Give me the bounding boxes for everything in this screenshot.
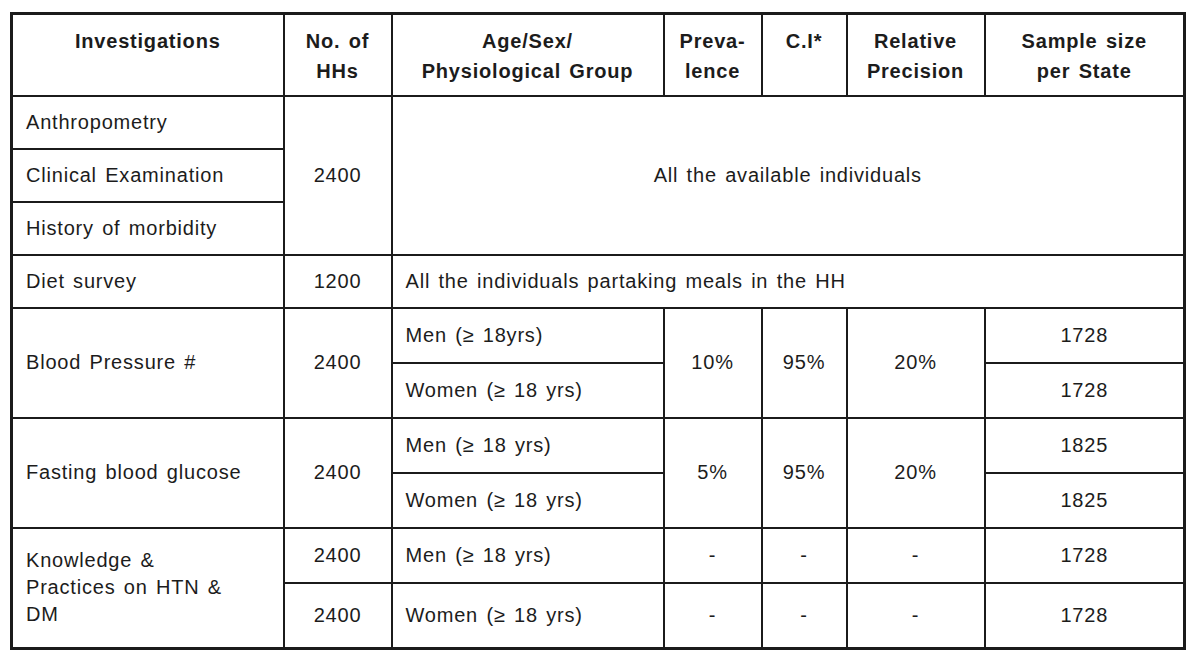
cell-group-fbg-men: Men (≥ 18 yrs) <box>392 418 664 473</box>
cell-sample-kp-men: 1728 <box>985 528 1185 583</box>
row-fasting-blood-glucose-men: Fasting blood glucose 2400 Men (≥ 18 yrs… <box>12 418 1185 473</box>
cell-investigation-anthropometry: Anthropometry <box>12 96 284 149</box>
cell-ci-kp-men: - <box>762 528 847 583</box>
cell-sample-fbg-men: 1825 <box>985 418 1185 473</box>
cell-relative-precision-fbg: 20% <box>847 418 985 528</box>
cell-investigation-fasting-blood-glucose: Fasting blood glucose <box>12 418 284 528</box>
cell-hhs-blood-pressure: 2400 <box>284 308 392 418</box>
scanned-report-page: Investigations No. of HHs Age/Sex/ Physi… <box>0 0 1193 665</box>
cell-sample-kp-women: 1728 <box>985 583 1185 649</box>
cell-group-kp-men: Men (≥ 18 yrs) <box>392 528 664 583</box>
cell-prevalence-kp-men: - <box>664 528 762 583</box>
cell-group-bp-women: Women (≥ 18 yrs) <box>392 363 664 418</box>
cell-prevalence-bp: 10% <box>664 308 762 418</box>
cell-group-kp-women: Women (≥ 18 yrs) <box>392 583 664 649</box>
header-row: Investigations No. of HHs Age/Sex/ Physi… <box>12 14 1185 96</box>
cell-investigation-knowledge-practices: Knowledge & Practices on HTN & DM <box>12 528 284 649</box>
cell-sample-bp-men: 1728 <box>985 308 1185 363</box>
cell-relative-precision-kp-women: - <box>847 583 985 649</box>
header-sample-size: Sample size per State <box>985 14 1185 96</box>
cell-prevalence-fbg: 5% <box>664 418 762 528</box>
cell-investigation-diet-survey: Diet survey <box>12 255 284 308</box>
cell-hhs-kp-women: 2400 <box>284 583 392 649</box>
cell-investigation-blood-pressure: Blood Pressure # <box>12 308 284 418</box>
cell-investigation-history-of-morbidity: History of morbidity <box>12 202 284 255</box>
cell-hhs-anthro-group: 2400 <box>284 96 392 255</box>
header-investigations: Investigations <box>12 14 284 96</box>
row-blood-pressure-men: Blood Pressure # 2400 Men (≥ 18yrs) 10% … <box>12 308 1185 363</box>
header-no-of-hhs: No. of HHs <box>284 14 392 96</box>
cell-group-bp-men: Men (≥ 18yrs) <box>392 308 664 363</box>
cell-relative-precision-kp-men: - <box>847 528 985 583</box>
header-age-sex-group: Age/Sex/ Physiological Group <box>392 14 664 96</box>
cell-relative-precision-bp: 20% <box>847 308 985 418</box>
cell-ci-fbg: 95% <box>762 418 847 528</box>
row-diet-survey: Diet survey 1200 All the individuals par… <box>12 255 1185 308</box>
cell-hhs-fasting-blood-glucose: 2400 <box>284 418 392 528</box>
header-ci: C.I* <box>762 14 847 96</box>
cell-sample-bp-women: 1728 <box>985 363 1185 418</box>
row-knowledge-practices-men: Knowledge & Practices on HTN & DM 2400 M… <box>12 528 1185 583</box>
cell-coverage-anthro-group: All the available individuals <box>392 96 1185 255</box>
cell-investigation-clinical-examination: Clinical Examination <box>12 149 284 202</box>
header-prevalence: Preva- lence <box>664 14 762 96</box>
header-relative-precision: Relative Precision <box>847 14 985 96</box>
survey-sample-size-table: Investigations No. of HHs Age/Sex/ Physi… <box>10 12 1186 650</box>
cell-ci-kp-women: - <box>762 583 847 649</box>
cell-prevalence-kp-women: - <box>664 583 762 649</box>
cell-group-fbg-women: Women (≥ 18 yrs) <box>392 473 664 528</box>
cell-ci-bp: 95% <box>762 308 847 418</box>
row-anthropometry: Anthropometry 2400 All the available ind… <box>12 96 1185 149</box>
cell-hhs-diet-survey: 1200 <box>284 255 392 308</box>
cell-coverage-diet-survey: All the individuals partaking meals in t… <box>392 255 1185 308</box>
cell-sample-fbg-women: 1825 <box>985 473 1185 528</box>
cell-hhs-kp-men: 2400 <box>284 528 392 583</box>
